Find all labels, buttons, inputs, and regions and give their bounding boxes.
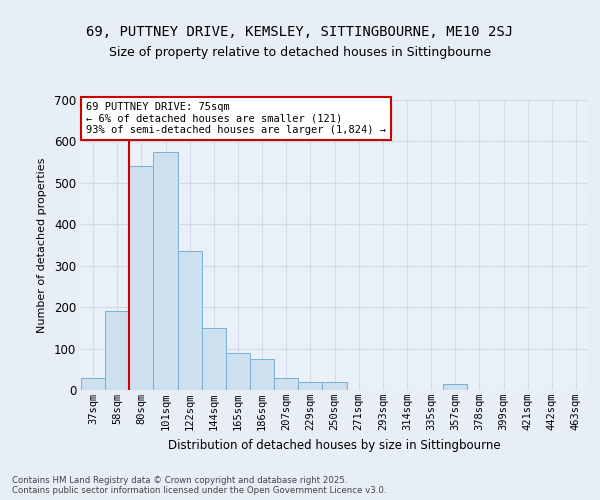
Bar (129, 166, 154, 390)
Text: 69 PUTTNEY DRIVE: 75sqm
← 6% of detached houses are smaller (121)
93% of semi-de: 69 PUTTNEY DRIVE: 75sqm ← 6% of detached… (86, 102, 386, 136)
Bar (443, 384, 467, 390)
Text: Contains HM Land Registry data © Crown copyright and database right 2025.
Contai: Contains HM Land Registry data © Crown c… (12, 476, 386, 495)
Bar (322, 382, 347, 390)
Bar (250, 359, 274, 390)
Y-axis label: Number of detached properties: Number of detached properties (37, 158, 47, 332)
Bar (81, 378, 105, 390)
X-axis label: Distribution of detached houses by size in Sittingbourne: Distribution of detached houses by size … (168, 438, 501, 452)
Bar (202, 328, 226, 390)
Bar (226, 352, 250, 390)
Bar (154, 152, 178, 390)
Bar (178, 251, 202, 390)
Text: Size of property relative to detached houses in Sittingbourne: Size of property relative to detached ho… (109, 46, 491, 59)
Bar (274, 378, 298, 390)
Text: 69, PUTTNEY DRIVE, KEMSLEY, SITTINGBOURNE, ME10 2SJ: 69, PUTTNEY DRIVE, KEMSLEY, SITTINGBOURN… (86, 26, 514, 40)
Bar (105, 312, 129, 390)
Bar (298, 382, 322, 390)
